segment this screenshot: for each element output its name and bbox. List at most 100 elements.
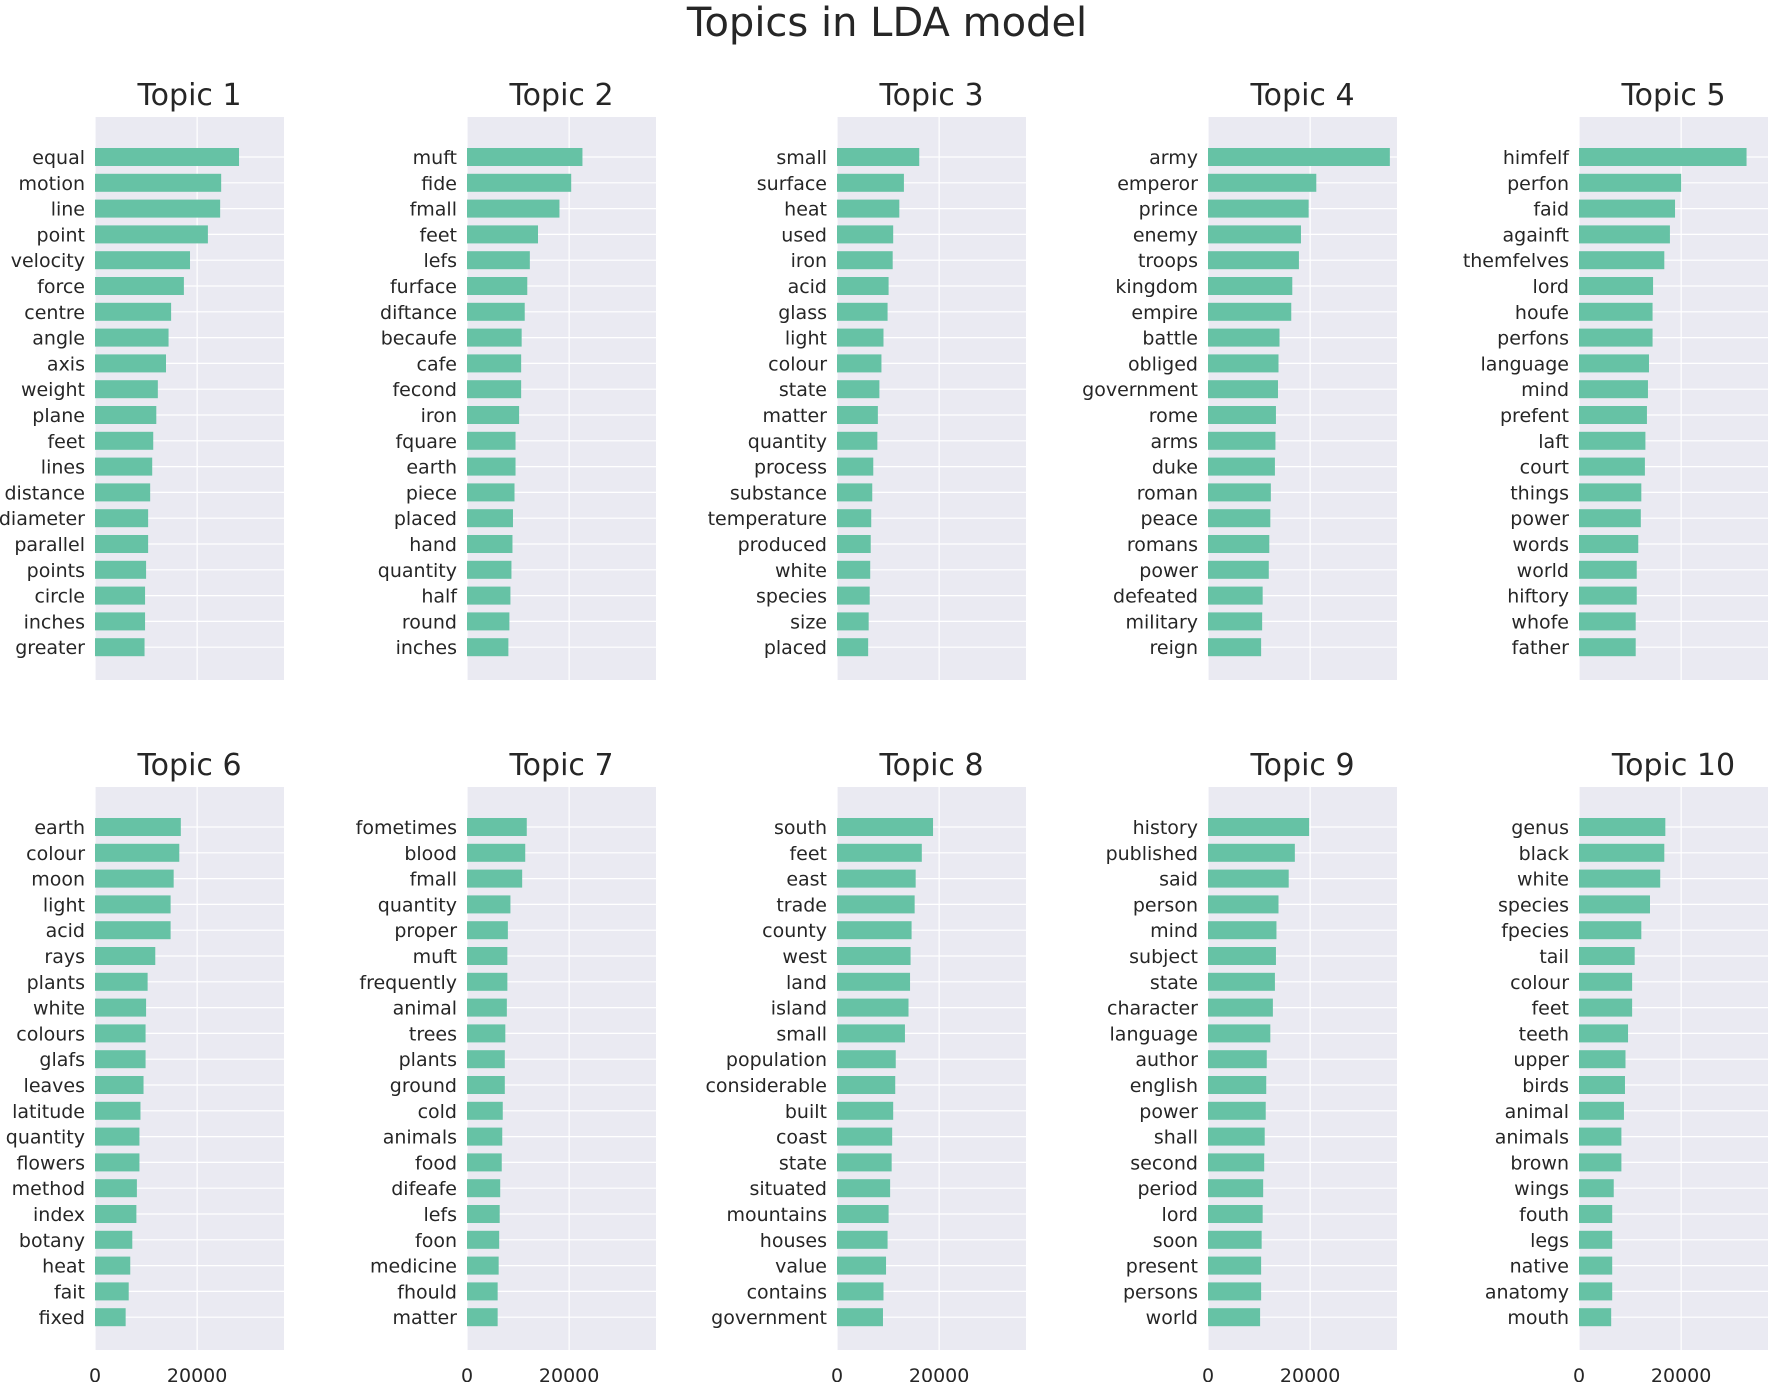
category-label: wings [1514, 1178, 1569, 1200]
category-label: romans [1127, 534, 1198, 556]
panel-title: Topic 5 [1620, 78, 1725, 113]
category-label: kingdom [1115, 276, 1198, 298]
bar-language [1208, 1024, 1271, 1043]
bar-points [95, 560, 147, 579]
bar-species [1579, 895, 1651, 914]
category-label: empire [1131, 302, 1198, 324]
bar-peace [1208, 509, 1271, 528]
bar-diameter [95, 509, 149, 528]
bar-greater [95, 638, 145, 657]
category-label: rays [44, 946, 85, 968]
category-label: lord [1162, 1204, 1198, 1226]
category-label: arms [1150, 431, 1198, 453]
bar-temperature [837, 509, 872, 528]
bar-rome [1208, 406, 1276, 424]
category-label: plane [32, 405, 85, 427]
bar-lord [1579, 277, 1654, 295]
x-tick-label: 0 [1202, 1365, 1214, 1382]
category-label: moon [31, 869, 85, 891]
category-label: parallel [14, 534, 85, 556]
category-label: axis [47, 353, 85, 375]
category-label: process [754, 457, 827, 479]
category-label: light [785, 328, 827, 350]
bar-velocity [95, 251, 191, 270]
category-label: line [51, 199, 85, 221]
category-label: fmall [410, 199, 457, 221]
bar-state [837, 1153, 892, 1172]
category-label: point [37, 224, 85, 246]
bar-genus [1579, 818, 1666, 836]
bar-plane [95, 406, 157, 424]
category-label: lefs [423, 250, 457, 272]
category-label: plants [27, 972, 85, 994]
bar-himfelf [1579, 148, 1747, 166]
bar-moon [95, 869, 174, 888]
category-label: words [1512, 534, 1569, 556]
bar-military [1208, 612, 1263, 631]
bar-placed [467, 509, 513, 528]
category-label: mind [1521, 379, 1569, 401]
bar-state [837, 380, 880, 399]
category-label: fixed [39, 1307, 85, 1329]
bar-light [837, 328, 884, 347]
category-label: south [774, 817, 827, 839]
bar-equal [95, 148, 240, 166]
x-tick-label: 20000 [1651, 1365, 1711, 1382]
bar-light [95, 895, 171, 914]
bar-romans [1208, 535, 1270, 553]
category-label: colour [768, 353, 827, 375]
bar-point [95, 225, 208, 244]
bar-cafe [467, 354, 522, 373]
category-label: mountains [726, 1204, 827, 1226]
category-label: points [27, 560, 85, 582]
bar-contains [837, 1282, 884, 1301]
bar-latitude [95, 1101, 141, 1120]
topic-panel-9: history published said person mind subject sta… [1106, 748, 1397, 1386]
bar-value [837, 1256, 887, 1275]
bar-acid [95, 921, 171, 940]
bar-roman [1208, 483, 1271, 502]
bar-history [1208, 818, 1310, 836]
category-label: colours [16, 1023, 85, 1045]
bar-emperor [1208, 173, 1317, 192]
category-label: battle [1142, 328, 1198, 350]
bar-fhould [467, 1282, 498, 1301]
category-label: mouth [1507, 1307, 1569, 1329]
category-label: fpecies [1501, 920, 1569, 942]
bar-white [837, 560, 871, 579]
category-label: food [415, 1152, 457, 1174]
category-label: hand [409, 534, 457, 556]
category-label: second [1130, 1152, 1198, 1174]
bar-english [1208, 1076, 1267, 1094]
category-label: defeated [1113, 586, 1198, 608]
bar-fait [95, 1282, 129, 1301]
category-label: heat [42, 1256, 85, 1278]
topic-panel-3: small surface heat used iron acid glass light co… [708, 78, 1026, 680]
bar-second [1208, 1153, 1265, 1172]
bar-faid [1579, 199, 1676, 218]
bar-parallel [95, 535, 149, 553]
bar-flowers [95, 1153, 140, 1172]
bar-piece [467, 483, 515, 502]
category-label: value [775, 1256, 827, 1278]
category-label: white [775, 560, 827, 582]
bar-language [1579, 354, 1649, 373]
bar-island [837, 998, 909, 1017]
bar-person [1208, 895, 1279, 914]
bar-west [837, 947, 911, 965]
bar-axis [95, 354, 167, 373]
bar-colour [837, 354, 882, 373]
bar-white [95, 998, 147, 1017]
category-label: angle [32, 328, 85, 350]
bar-leaves [95, 1076, 144, 1094]
category-label: piece [406, 482, 457, 504]
category-label: feet [419, 224, 457, 246]
topic-panel-6: earth colour moon light acid rays plants white c… [6, 748, 284, 1386]
category-label: county [762, 920, 827, 942]
bar-medicine [467, 1256, 499, 1275]
bar-surface [837, 173, 904, 192]
category-label: placed [764, 637, 827, 659]
panel-title: Topic 1 [136, 78, 241, 113]
category-label: proper [394, 920, 457, 942]
category-label: equal [32, 147, 85, 169]
